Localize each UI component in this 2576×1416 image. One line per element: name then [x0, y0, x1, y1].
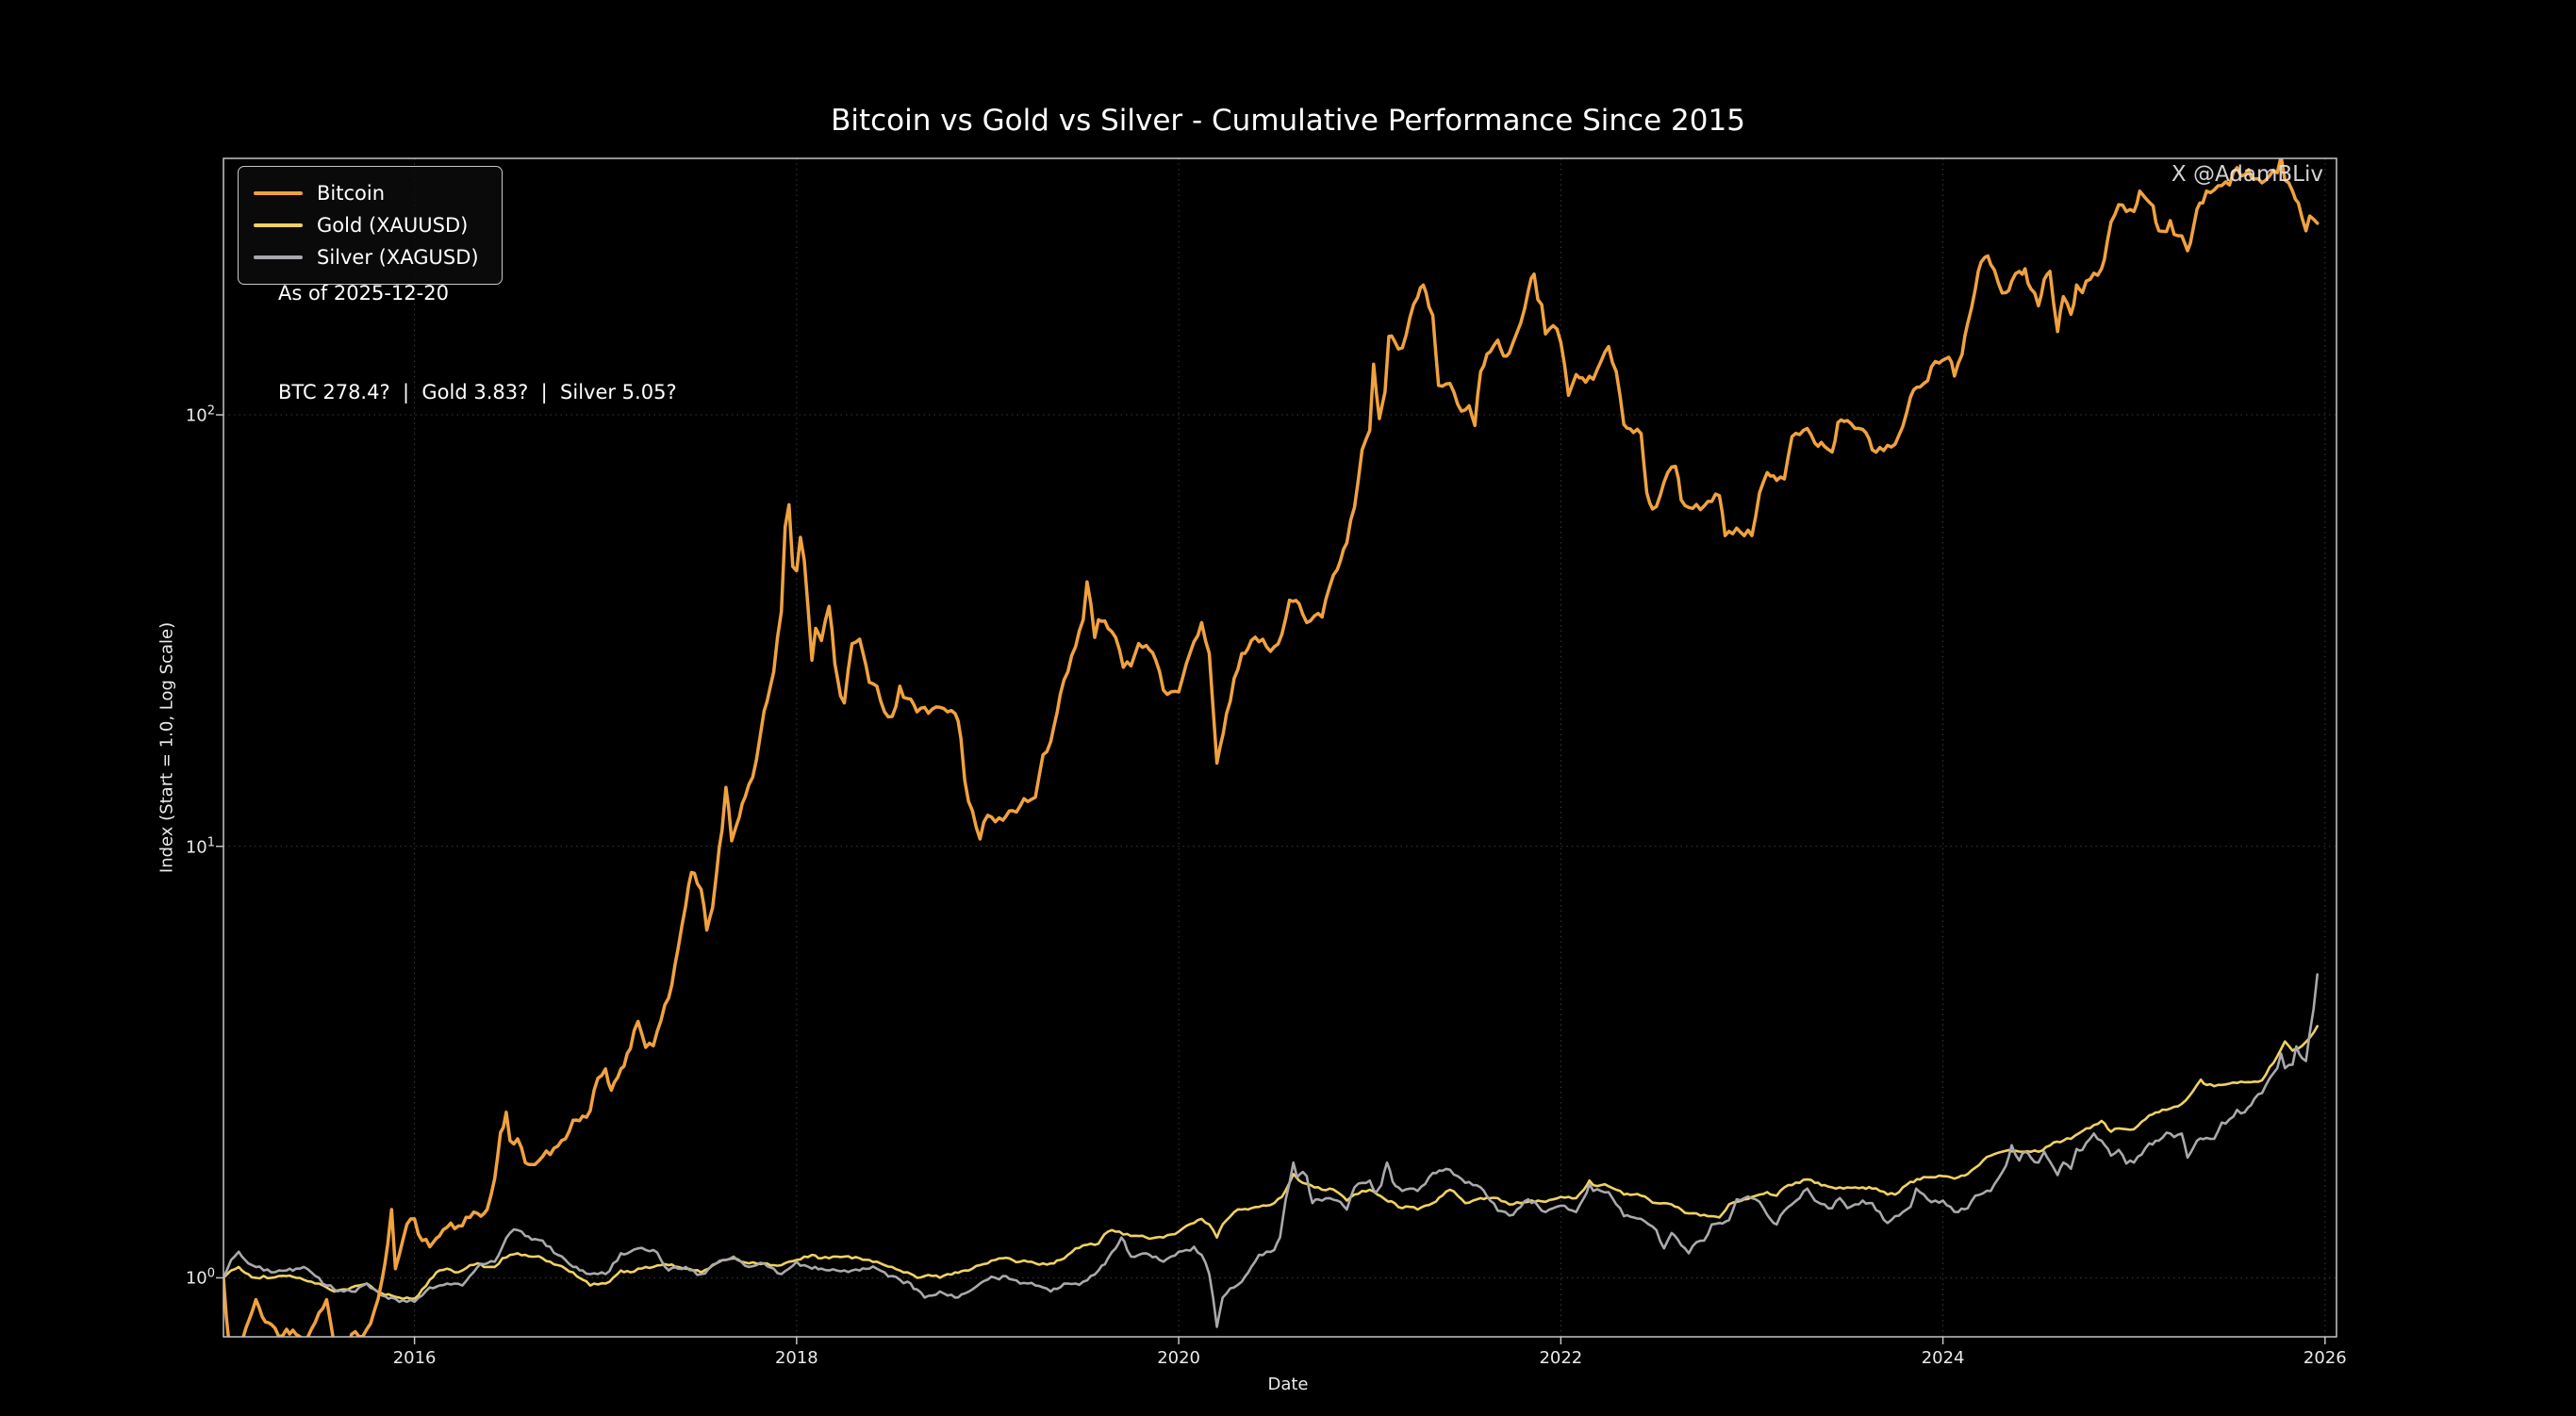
- x-axis-label: Date: [1267, 1375, 1309, 1394]
- legend: Bitcoin Gold (XAUUSD) Silver (XAGUSD): [238, 166, 503, 285]
- series-line-gold: [223, 1025, 2319, 1300]
- silver-line-swatch: [254, 255, 303, 259]
- series-line-bitcoin: [223, 158, 2320, 1337]
- x-tick-label: 2024: [1921, 1348, 1965, 1368]
- series-line-silver: [223, 973, 2319, 1328]
- legend-label-gold: Gold (XAUUSD): [317, 214, 469, 237]
- y-axis-label: Index (Start = 1.0, Log Scale): [157, 621, 177, 874]
- as-of-annotation: As of 2025-12-20 BTC 278.4? | Gold 3.83?…: [278, 211, 677, 442]
- gold-line-swatch: [254, 223, 303, 227]
- legend-label-silver: Silver (XAGUSD): [317, 246, 479, 269]
- x-tick-label: 2026: [2303, 1348, 2347, 1368]
- y-tick-label: 100: [185, 1266, 215, 1289]
- x-tick-label: 2020: [1157, 1348, 1201, 1368]
- watermark-handle: X @AdamBLiv: [2171, 162, 2323, 187]
- x-tick-label: 2022: [1539, 1348, 1583, 1368]
- legend-item-silver: Silver (XAGUSD): [254, 241, 487, 273]
- legend-item-bitcoin: Bitcoin: [254, 177, 487, 209]
- plot-border: [223, 157, 2337, 1338]
- y-tick-label: 102: [185, 403, 215, 426]
- as-of-stats-text: BTC 278.4? | Gold 3.83? | Silver 5.05?: [278, 381, 677, 403]
- legend-item-gold: Gold (XAUUSD): [254, 209, 487, 241]
- chart-title: Bitcoin vs Gold vs Silver - Cumulative P…: [831, 104, 1745, 138]
- y-tick-label: 101: [185, 835, 215, 858]
- bitcoin-line-swatch: [254, 191, 303, 195]
- x-tick-label: 2018: [774, 1348, 818, 1368]
- x-tick-label: 2016: [392, 1348, 437, 1368]
- legend-label-bitcoin: Bitcoin: [317, 182, 386, 205]
- as-of-date-text: As of 2025-12-20: [278, 282, 449, 305]
